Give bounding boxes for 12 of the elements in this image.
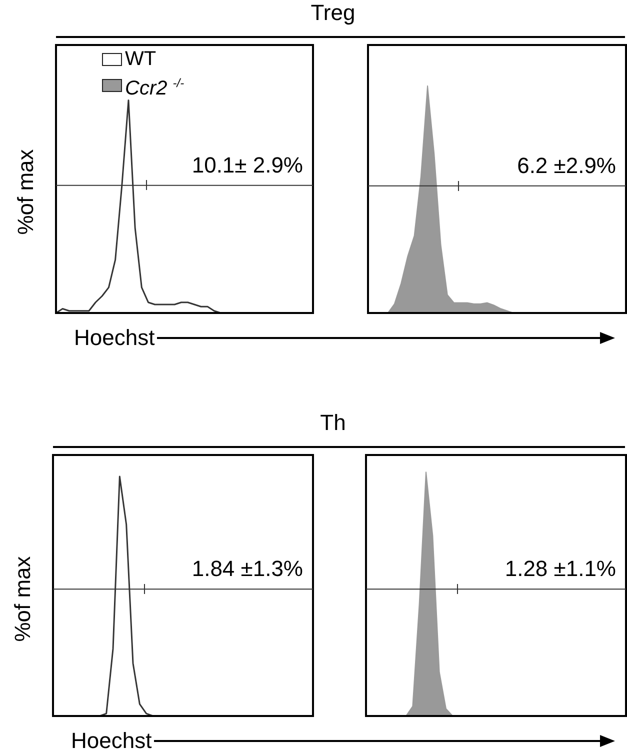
- chart-title: Treg: [310, 0, 356, 26]
- annotation: 6.2 ±2.9%: [517, 152, 616, 178]
- annotation: 10.1± 2.9%: [192, 152, 303, 178]
- y-axis-title: %of max: [10, 554, 36, 644]
- x-axis-title: Hoechst: [74, 325, 155, 351]
- y-axis-title: %of max: [13, 148, 39, 238]
- series-label: WT: [125, 47, 156, 71]
- annotation: 1.28 ±1.1%: [504, 556, 616, 582]
- annotation: 1.84 ±1.3%: [192, 556, 303, 582]
- text: Ccr2 $^{-/-}$: [125, 76, 184, 100]
- chart-title: Th: [319, 410, 347, 436]
- x-axis-title: Hoechst: [71, 728, 152, 754]
